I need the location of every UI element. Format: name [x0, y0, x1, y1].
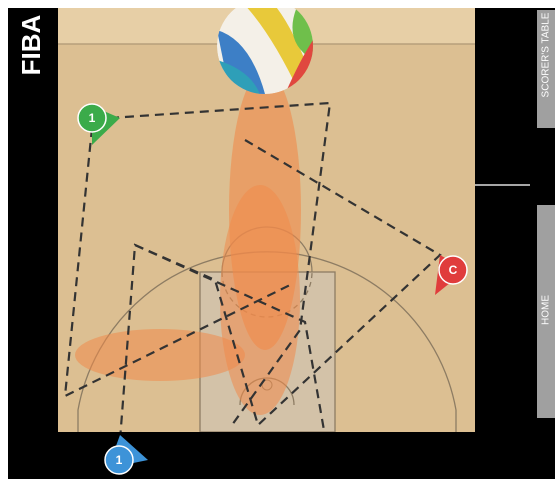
home-panel — [537, 205, 555, 418]
player-label: 1 — [116, 453, 123, 467]
court — [58, 8, 475, 432]
home-label: HOME — [541, 295, 552, 325]
scorers-table-panel — [537, 10, 555, 128]
player-2: C — [435, 255, 468, 295]
player-3: 1 — [104, 435, 148, 475]
player-label: C — [449, 263, 458, 277]
player-1: 1 — [77, 103, 120, 145]
logo: FIBA — [16, 14, 46, 75]
player-label: 1 — [89, 111, 96, 125]
scorers-table-label: SCORER'S TABLE — [541, 12, 552, 97]
